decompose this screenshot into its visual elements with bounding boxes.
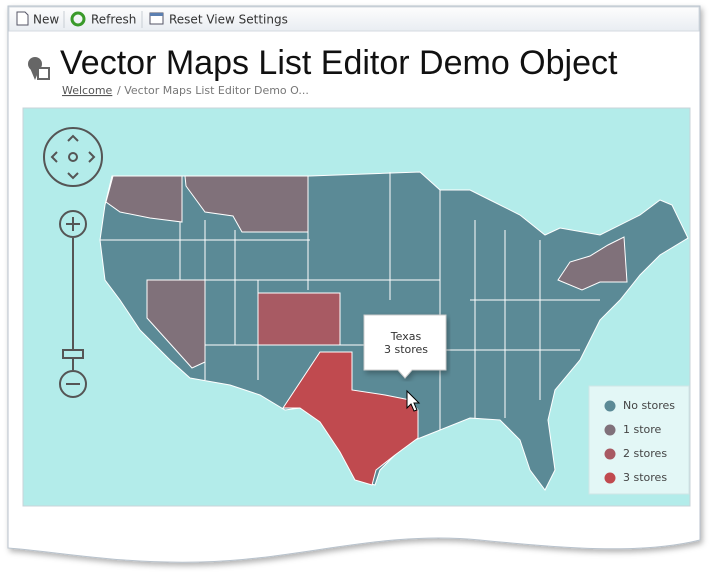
reset-icon-bar — [150, 13, 163, 16]
reset-label[interactable]: Reset View Settings — [169, 13, 288, 27]
zoom-control[interactable] — [59, 210, 87, 398]
refresh-label[interactable]: Refresh — [91, 13, 136, 27]
tooltip-title: Texas — [390, 330, 422, 343]
map-navigator[interactable] — [43, 127, 103, 187]
state-texas[interactable] — [282, 351, 419, 486]
legend-marker — [604, 400, 616, 412]
refresh-icon — [70, 11, 86, 27]
mouse-cursor — [406, 389, 421, 412]
reset-button[interactable]: Reset View Settings — [149, 12, 288, 27]
legend-marker — [604, 424, 616, 436]
state-washington[interactable] — [105, 175, 183, 223]
toolbar — [8, 6, 700, 32]
state-colorado[interactable] — [257, 292, 341, 346]
breadcrumb-current: / Vector Maps List Editor Demo O... — [117, 84, 309, 97]
legend-label: 1 store — [623, 423, 662, 436]
state-nevada[interactable] — [146, 279, 206, 369]
page-title: Vector Maps List Editor Demo Object — [60, 44, 618, 82]
breadcrumb-link[interactable]: Welcome — [62, 84, 113, 97]
legend-label: No stores — [623, 399, 675, 412]
state-montana[interactable] — [184, 175, 309, 233]
tooltip — [363, 314, 447, 379]
new-label[interactable]: New — [33, 13, 59, 27]
new-button[interactable]: New — [16, 11, 59, 27]
object-icon — [28, 57, 50, 80]
legend-marker — [604, 448, 616, 460]
legend-label: 2 stores — [623, 447, 667, 460]
new-icon — [16, 11, 29, 26]
state-new-york[interactable] — [557, 236, 628, 291]
legend-items: No stores 1 store 2 stores 3 stores — [604, 399, 675, 484]
legend-marker — [604, 472, 616, 484]
tooltip-text: 3 stores — [384, 343, 428, 356]
legend-label: 3 stores — [623, 471, 667, 484]
refresh-button[interactable]: Refresh — [70, 11, 136, 27]
